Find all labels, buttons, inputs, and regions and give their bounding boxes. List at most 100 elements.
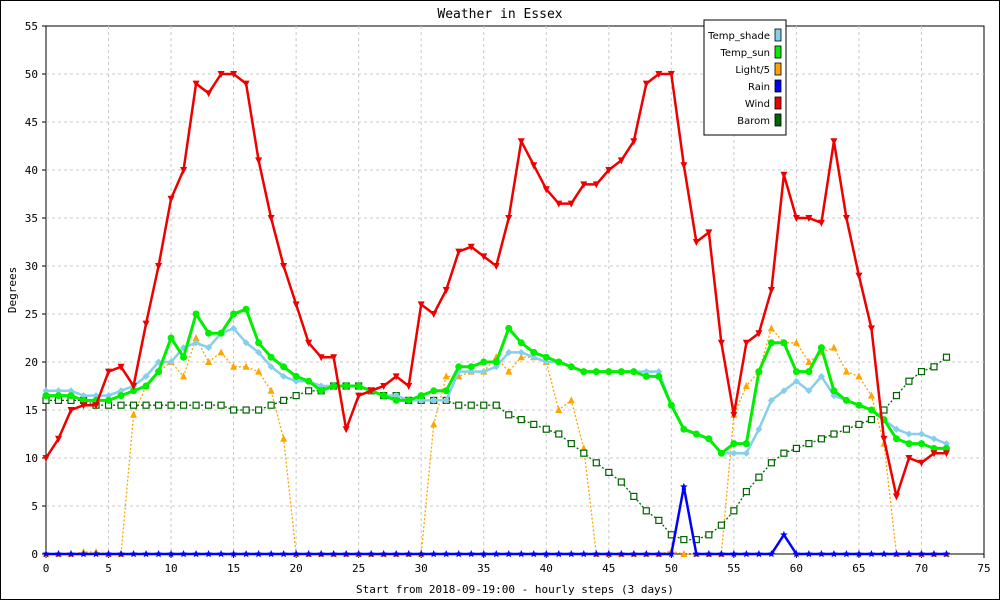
y-tick-label: 40: [25, 164, 38, 177]
data-point: [942, 550, 951, 558]
data-point: [830, 550, 838, 558]
data-point: [242, 80, 250, 88]
data-point: [642, 507, 650, 515]
data-point: [417, 550, 425, 558]
data-point: [855, 401, 863, 409]
data-point: [567, 440, 575, 448]
data-point: [67, 392, 75, 400]
data-point: [767, 459, 775, 467]
data-point: [442, 372, 450, 380]
data-point: [930, 450, 938, 458]
data-point: [717, 449, 725, 457]
data-point: [454, 550, 463, 558]
data-point: [280, 396, 288, 404]
data-point: [130, 383, 138, 390]
data-point: [842, 396, 850, 404]
data-point: [680, 425, 688, 433]
data-point: [667, 401, 675, 409]
data-point: [367, 387, 375, 395]
data-point: [417, 392, 425, 400]
legend-entry-label: Rain: [748, 82, 770, 93]
data-point: [330, 354, 338, 362]
y-tick-label: 5: [31, 500, 38, 513]
data-point: [567, 550, 576, 558]
data-point: [780, 339, 788, 347]
data-point: [230, 362, 238, 370]
data-point: [442, 387, 450, 395]
data-point: [742, 550, 751, 558]
data-point: [805, 358, 813, 365]
data-point: [930, 550, 938, 558]
plot-area: [45, 25, 985, 555]
data-point: [54, 550, 63, 558]
data-point: [492, 363, 500, 371]
data-point: [155, 263, 163, 270]
data-point: [567, 363, 575, 371]
y-tick-label: 35: [25, 212, 38, 225]
data-point: [730, 440, 738, 448]
data-point: [892, 392, 901, 400]
data-point: [792, 377, 800, 385]
data-point: [705, 550, 713, 558]
x-axis-label: Start from 2018-09-19:00 - hourly steps …: [356, 583, 674, 596]
data-point: [429, 550, 438, 558]
data-point: [242, 550, 250, 558]
data-point: [942, 450, 950, 458]
y-tick-label: 45: [25, 116, 38, 129]
data-point: [230, 406, 238, 414]
data-point: [705, 531, 713, 539]
data-point: [917, 459, 925, 467]
data-point: [379, 550, 388, 558]
data-point: [192, 334, 200, 341]
data-point: [105, 368, 113, 376]
data-point: [267, 353, 275, 361]
data-point: [142, 382, 150, 390]
data-point: [567, 396, 575, 404]
legend-entry-label: Temp_sun: [719, 48, 770, 59]
data-point: [742, 440, 750, 448]
data-point: [917, 368, 926, 376]
legend-swatch: [774, 45, 782, 59]
data-point: [655, 516, 663, 525]
data-point: [605, 167, 613, 174]
legend-box: [703, 19, 787, 136]
data-point: [617, 157, 625, 165]
data-point: [767, 287, 775, 294]
legend-swatch: [774, 113, 782, 127]
data-point: [479, 550, 488, 558]
data-point: [730, 411, 738, 419]
data-point: [767, 550, 776, 558]
data-point: [455, 248, 463, 256]
data-point: [817, 344, 825, 352]
data-point: [917, 440, 925, 448]
data-point: [517, 550, 526, 558]
data-point: [217, 348, 225, 356]
data-point: [767, 396, 775, 404]
data-point: [117, 387, 125, 395]
data-point: [217, 550, 225, 558]
data-point: [117, 363, 125, 371]
data-point: [192, 339, 200, 347]
data-point: [642, 368, 650, 376]
data-point: [792, 444, 801, 452]
data-point: [792, 338, 800, 346]
data-point: [880, 435, 888, 443]
data-point: [167, 550, 175, 558]
data-point: [192, 401, 200, 409]
data-point: [480, 368, 488, 376]
data-point: [417, 301, 425, 309]
data-point: [155, 368, 163, 376]
data-point: [79, 550, 88, 558]
data-point: [830, 343, 838, 351]
data-point: [242, 305, 250, 313]
data-point: [542, 358, 550, 366]
data-point: [355, 382, 363, 390]
data-point: [842, 215, 850, 222]
data-point: [842, 367, 850, 375]
data-point: [655, 71, 663, 78]
data-point: [580, 449, 588, 457]
data-point: [42, 387, 50, 395]
data-point: [542, 550, 551, 558]
data-point: [180, 353, 188, 361]
data-point: [305, 387, 313, 395]
